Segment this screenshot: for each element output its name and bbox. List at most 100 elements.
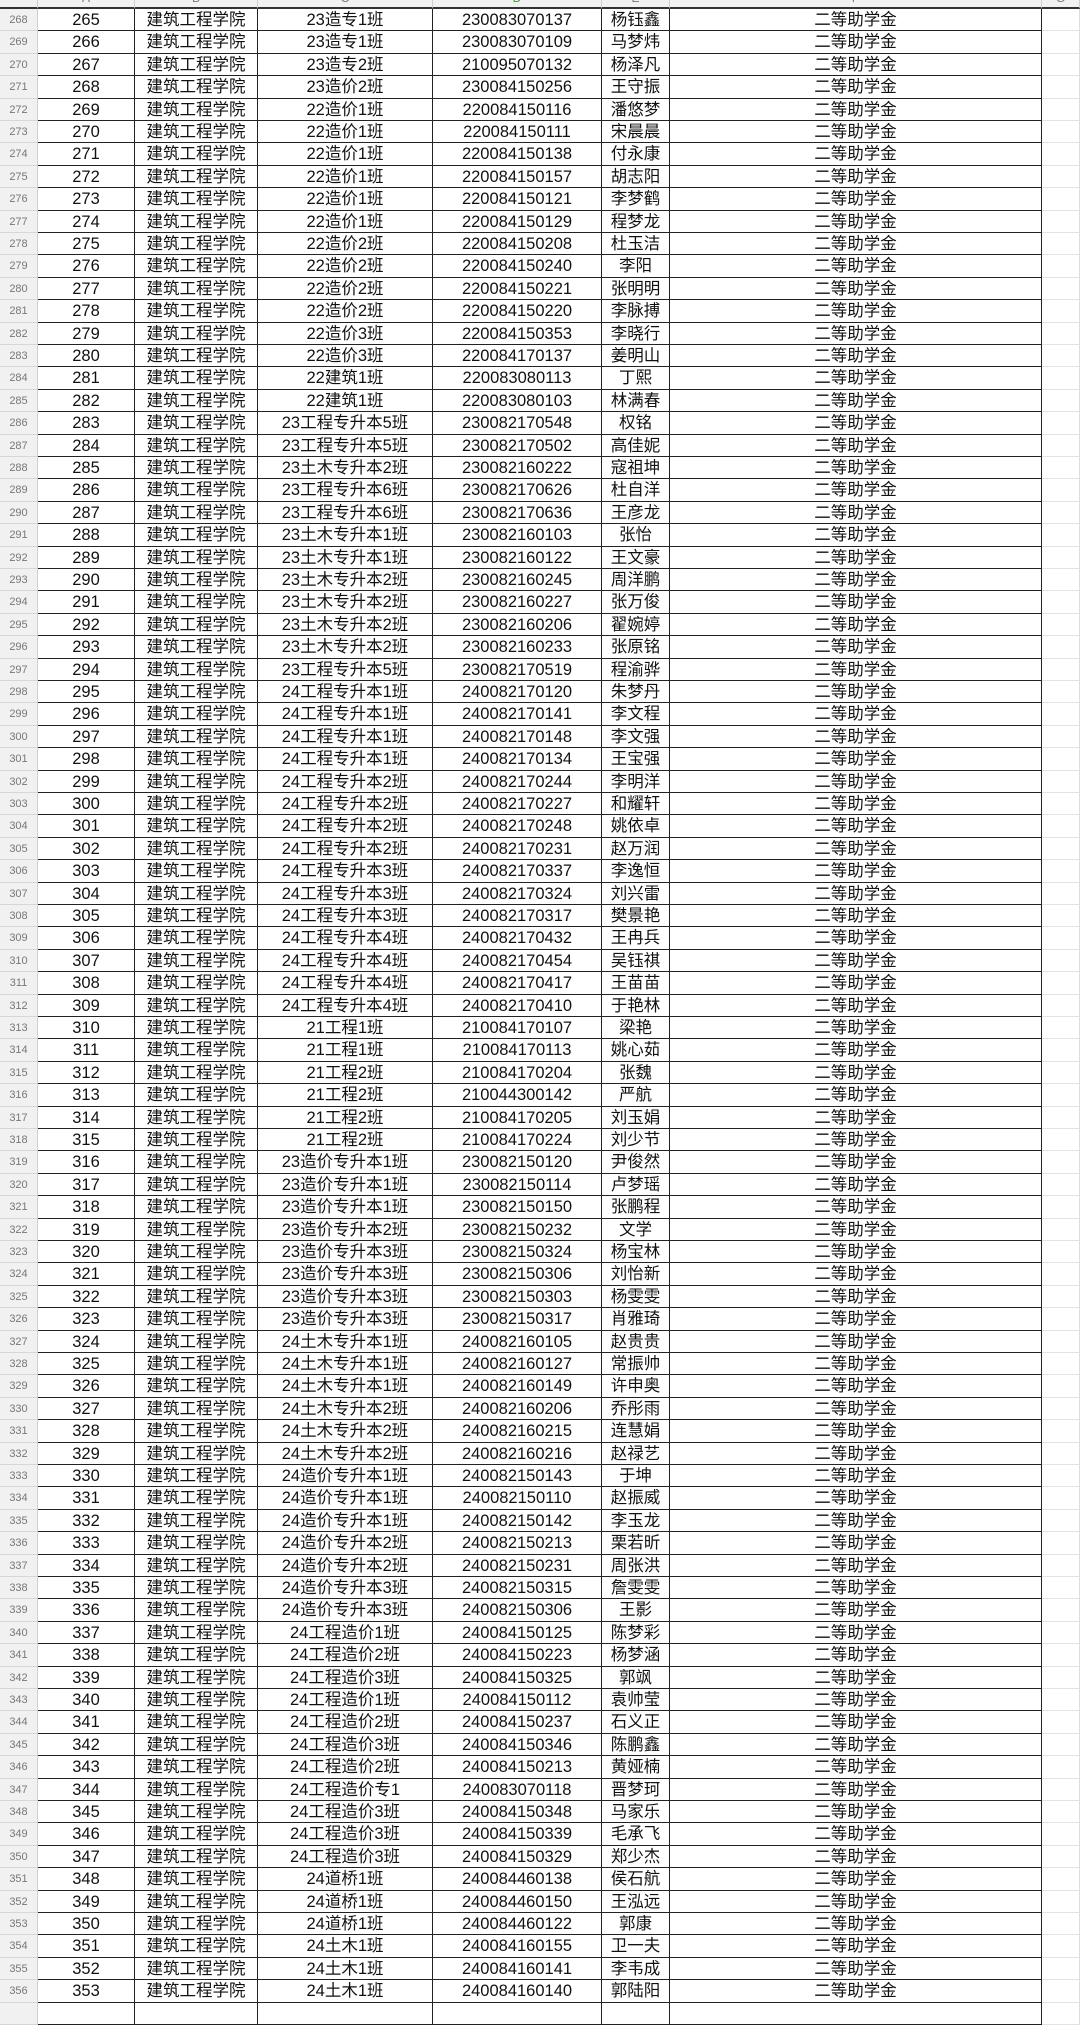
cell-class[interactable]: 24工程造价3班: [258, 1666, 433, 1689]
cell-student-id[interactable]: 230082160245: [433, 569, 602, 592]
cell-seq[interactable]: 275: [38, 233, 135, 256]
cell-name[interactable]: 樊景艳: [602, 905, 670, 928]
cell-empty[interactable]: [1042, 994, 1080, 1017]
cell-empty[interactable]: [1042, 1442, 1080, 1465]
cell-empty[interactable]: [1042, 1532, 1080, 1555]
cell-name[interactable]: 刘少节: [602, 1129, 670, 1152]
cell-college[interactable]: 建筑工程学院: [135, 1196, 258, 1219]
row-number[interactable]: 327: [0, 1330, 38, 1353]
cell-seq[interactable]: 277: [38, 277, 135, 301]
cell-empty[interactable]: [1042, 591, 1080, 614]
cell-award[interactable]: 二等助学金: [670, 300, 1042, 323]
cell-empty[interactable]: [1042, 837, 1080, 861]
cell-name[interactable]: 李逸恒: [602, 860, 670, 883]
cell-name[interactable]: 杜玉洁: [602, 233, 670, 256]
cell-college[interactable]: 建筑工程学院: [135, 1756, 258, 1779]
cell-student-id[interactable]: 230082150120: [433, 1151, 602, 1174]
row-number[interactable]: 343: [0, 1689, 38, 1712]
cell-student-id[interactable]: 230082150232: [433, 1218, 602, 1241]
cell-seq[interactable]: 353: [38, 1980, 135, 2003]
cell-class[interactable]: 24工程专升本1班: [258, 703, 433, 726]
cell-name[interactable]: 栗若昕: [602, 1532, 670, 1555]
cell-name[interactable]: 杨梦涵: [602, 1644, 670, 1667]
cell-student-id[interactable]: 220084150208: [433, 233, 602, 256]
cell-student-id[interactable]: 240082170227: [433, 793, 602, 816]
row-number[interactable]: 305: [0, 837, 38, 861]
cell-empty[interactable]: [1042, 1868, 1080, 1891]
cell-award[interactable]: 二等助学金: [670, 1845, 1042, 1869]
cell-award[interactable]: 二等助学金: [670, 1218, 1042, 1241]
cell-class[interactable]: 22造价2班: [258, 233, 433, 256]
cell-empty[interactable]: [1042, 1554, 1080, 1577]
cell-college[interactable]: 建筑工程学院: [135, 1151, 258, 1174]
cell-empty[interactable]: [1042, 725, 1080, 749]
cell-college[interactable]: 建筑工程学院: [135, 143, 258, 166]
row-number[interactable]: 338: [0, 1577, 38, 1600]
cell-college[interactable]: 建筑工程学院: [135, 121, 258, 144]
cell-empty[interactable]: [1042, 188, 1080, 211]
cell-seq[interactable]: 294: [38, 658, 135, 681]
row-number[interactable]: 273: [0, 121, 38, 144]
cell-empty[interactable]: [1042, 1890, 1080, 1913]
cell-seq[interactable]: 328: [38, 1420, 135, 1443]
row-number[interactable]: 317: [0, 1106, 38, 1129]
row-number[interactable]: 284: [0, 367, 38, 390]
cell-seq[interactable]: 336: [38, 1599, 135, 1622]
cell-empty[interactable]: [1042, 882, 1080, 905]
cell-student-id[interactable]: 220084150221: [433, 277, 602, 301]
cell-college[interactable]: 建筑工程学院: [135, 1599, 258, 1622]
cell-seq[interactable]: 327: [38, 1397, 135, 1421]
cell-class[interactable]: 23土木专升本2班: [258, 569, 433, 592]
column-header-A[interactable]: A: [38, 0, 135, 9]
row-number[interactable]: 329: [0, 1375, 38, 1398]
cell-seq[interactable]: 340: [38, 1689, 135, 1712]
cell-class[interactable]: 23造专1班: [258, 9, 433, 32]
cell-class[interactable]: 24工程造价1班: [258, 1689, 433, 1712]
cell-college[interactable]: 建筑工程学院: [135, 1509, 258, 1533]
column-header-C[interactable]: C: [258, 0, 433, 9]
cell-name[interactable]: 郭飒: [602, 1666, 670, 1689]
row-number[interactable]: 356: [0, 1980, 38, 2003]
cell-name[interactable]: 王影: [602, 1599, 670, 1622]
cell-empty[interactable]: [1042, 1129, 1080, 1152]
row-number[interactable]: 303: [0, 793, 38, 816]
cell-college[interactable]: 建筑工程学院: [135, 389, 258, 413]
cell-class[interactable]: 21工程2班: [258, 1061, 433, 1085]
cell-class[interactable]: 23造价专升本1班: [258, 1151, 433, 1174]
cell-award[interactable]: 二等助学金: [670, 1644, 1042, 1667]
cell-class[interactable]: 23工程专升本6班: [258, 479, 433, 502]
cell-class[interactable]: 24工程专升本1班: [258, 725, 433, 749]
cell-empty[interactable]: [1042, 1151, 1080, 1174]
cell-college[interactable]: 建筑工程学院: [135, 636, 258, 659]
cell-college[interactable]: 建筑工程学院: [135, 1644, 258, 1667]
cell-award[interactable]: 二等助学金: [670, 905, 1042, 928]
cell-empty[interactable]: [1042, 2002, 1080, 2025]
cell-student-id[interactable]: 240084160140: [433, 1980, 602, 2003]
row-number[interactable]: 279: [0, 255, 38, 278]
cell-college[interactable]: 建筑工程学院: [135, 1465, 258, 1488]
cell-name[interactable]: [602, 2002, 670, 2025]
cell-name[interactable]: 张万俊: [602, 591, 670, 614]
cell-empty[interactable]: [1042, 1621, 1080, 1645]
cell-seq[interactable]: 346: [38, 1823, 135, 1846]
cell-award[interactable]: 二等助学金: [670, 1957, 1042, 1981]
column-header-B[interactable]: B: [135, 0, 258, 9]
cell-name[interactable]: 肖雅琦: [602, 1308, 670, 1331]
row-number[interactable]: 333: [0, 1465, 38, 1488]
cell-seq[interactable]: 337: [38, 1621, 135, 1645]
row-number[interactable]: 349: [0, 1823, 38, 1846]
cell-class[interactable]: 24工程专升本1班: [258, 748, 433, 771]
cell-empty[interactable]: [1042, 367, 1080, 390]
cell-award[interactable]: 二等助学金: [670, 1285, 1042, 1309]
cell-award[interactable]: 二等助学金: [670, 1375, 1042, 1398]
cell-college[interactable]: 建筑工程学院: [135, 1330, 258, 1353]
cell-award[interactable]: 二等助学金: [670, 1308, 1042, 1331]
cell-seq[interactable]: [38, 2002, 135, 2025]
row-number[interactable]: 283: [0, 345, 38, 368]
cell-name[interactable]: 赵振威: [602, 1487, 670, 1510]
row-number[interactable]: 274: [0, 143, 38, 166]
cell-award[interactable]: 二等助学金: [670, 1868, 1042, 1891]
cell-class[interactable]: 24工程造价3班: [258, 1845, 433, 1869]
cell-empty[interactable]: [1042, 501, 1080, 525]
cell-empty[interactable]: [1042, 1957, 1080, 1981]
